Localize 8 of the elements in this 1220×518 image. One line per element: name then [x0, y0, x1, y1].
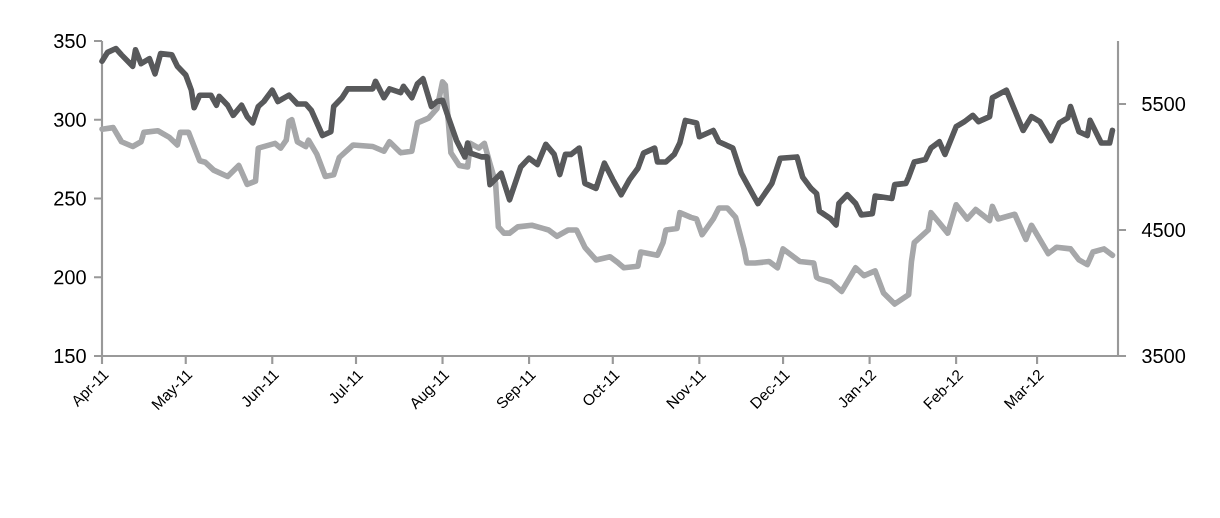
y2-tick-label: 3500	[1142, 348, 1186, 364]
y2-tick-label: 5500	[1142, 96, 1186, 112]
y-tick-label: 350	[54, 33, 86, 49]
y-tick-label: 200	[54, 270, 86, 285]
y-tick-label: 150	[54, 348, 86, 364]
y-tick-label: 250	[54, 191, 86, 206]
y2-tick-label: 4500	[1141, 222, 1186, 238]
y-tick-label: 300	[54, 112, 86, 127]
